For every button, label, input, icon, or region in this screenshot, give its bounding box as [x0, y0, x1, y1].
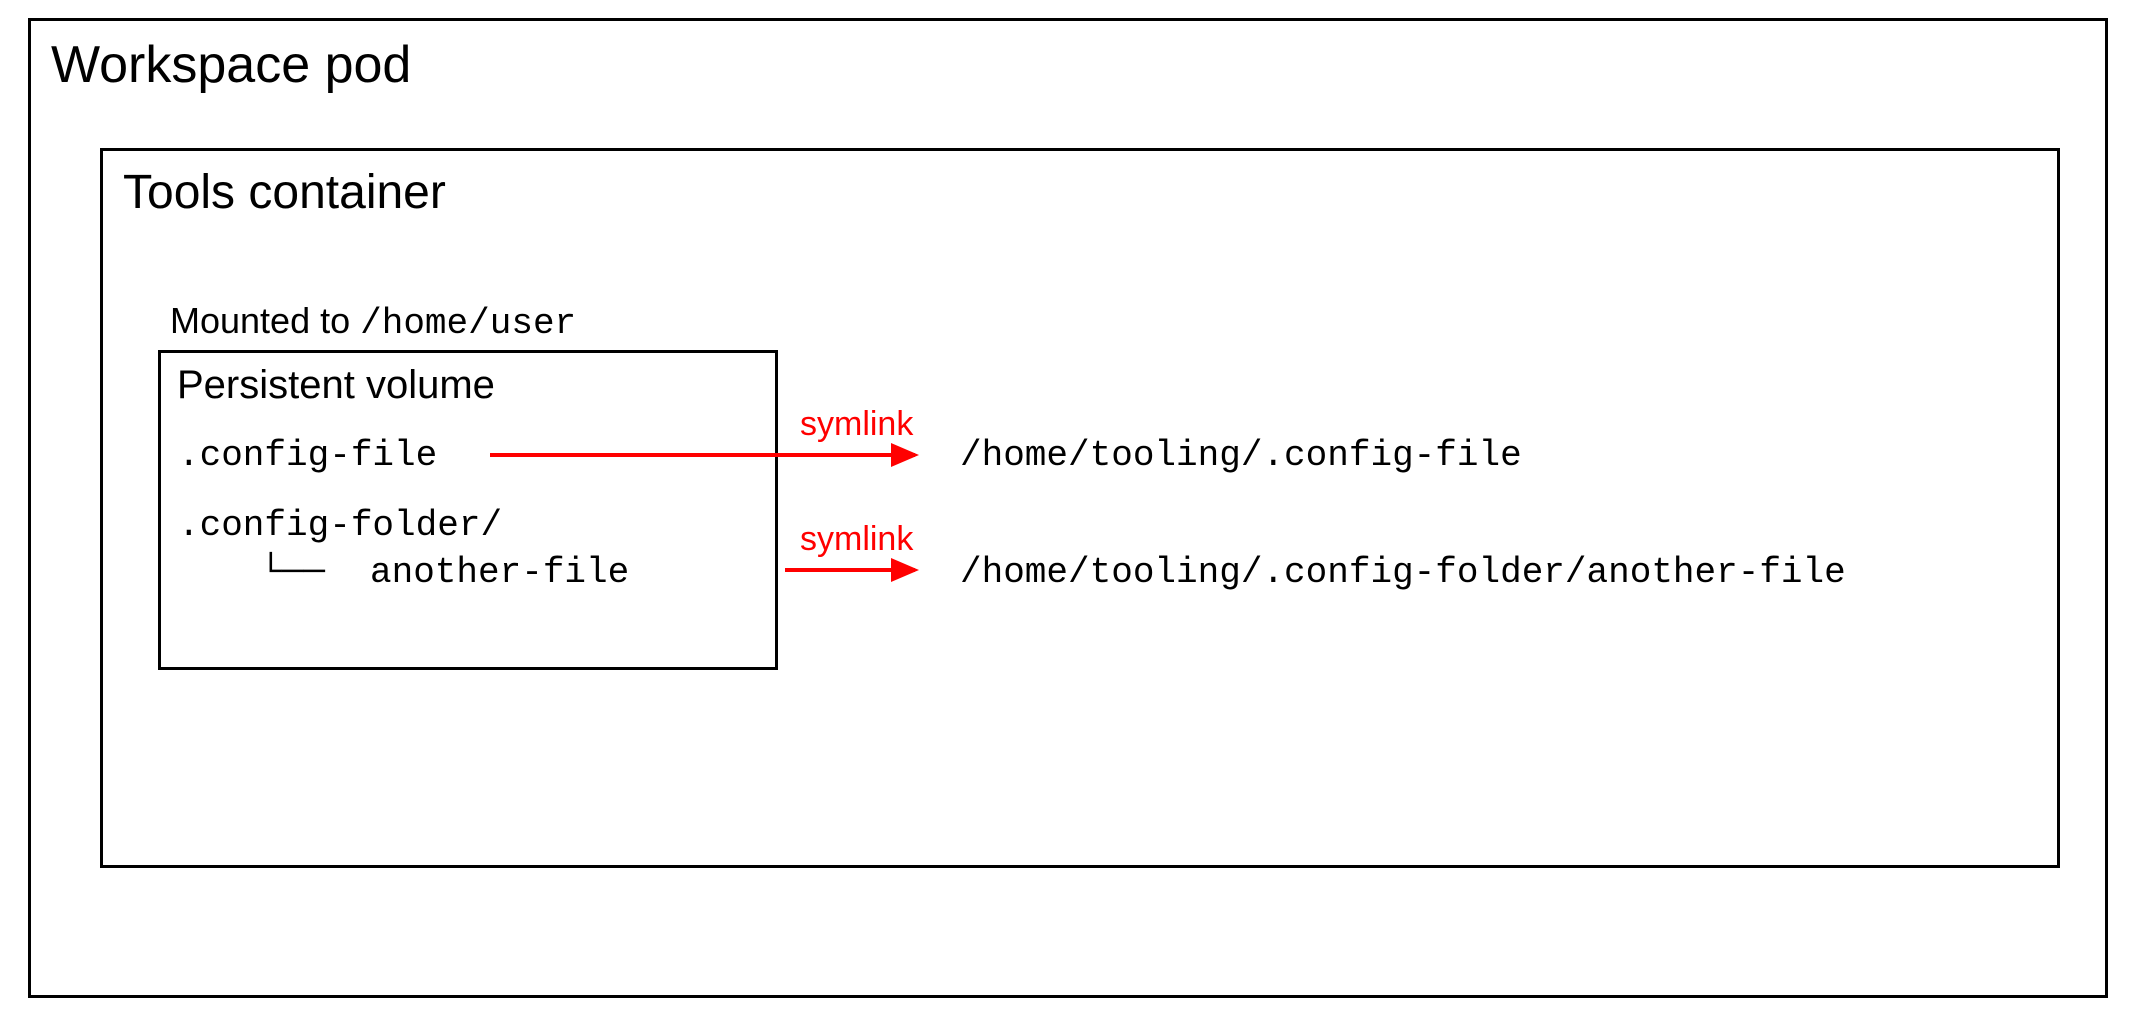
- pv-tree-glyph: └──: [260, 552, 325, 593]
- symlink-label-1: symlink: [800, 405, 913, 444]
- tools-container-label: Tools container: [123, 165, 446, 220]
- pv-file-another-file: another-file: [370, 552, 629, 593]
- symlink-label-2: symlink: [800, 520, 913, 559]
- workspace-pod-label: Workspace pod: [51, 35, 411, 95]
- mounted-path: /home/user: [360, 303, 576, 344]
- pv-file-config-file: .config-file: [178, 435, 437, 476]
- mounted-to-label: Mounted to /home/user: [170, 300, 576, 344]
- target-path-1: /home/tooling/.config-file: [960, 435, 1522, 476]
- persistent-volume-label: Persistent volume: [177, 363, 495, 408]
- pv-folder-config-folder: .config-folder/: [178, 505, 502, 546]
- mounted-prefix: Mounted to: [170, 300, 360, 341]
- target-path-2: /home/tooling/.config-folder/another-fil…: [960, 552, 1846, 593]
- diagram-canvas: Workspace pod Tools container Mounted to…: [0, 0, 2135, 1017]
